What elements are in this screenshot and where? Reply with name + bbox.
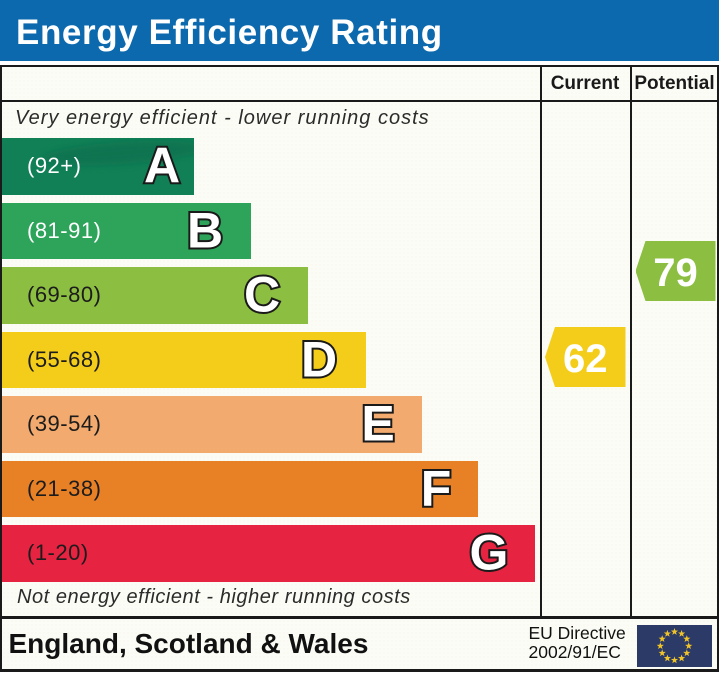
svg-text:C: C	[244, 271, 280, 320]
svg-text:F: F	[420, 465, 451, 514]
svg-text:A: A	[144, 142, 180, 191]
svg-text:B: B	[187, 207, 223, 256]
svg-text:E: E	[361, 400, 394, 449]
svg-text:G: G	[470, 529, 509, 578]
svg-text:D: D	[301, 336, 337, 385]
